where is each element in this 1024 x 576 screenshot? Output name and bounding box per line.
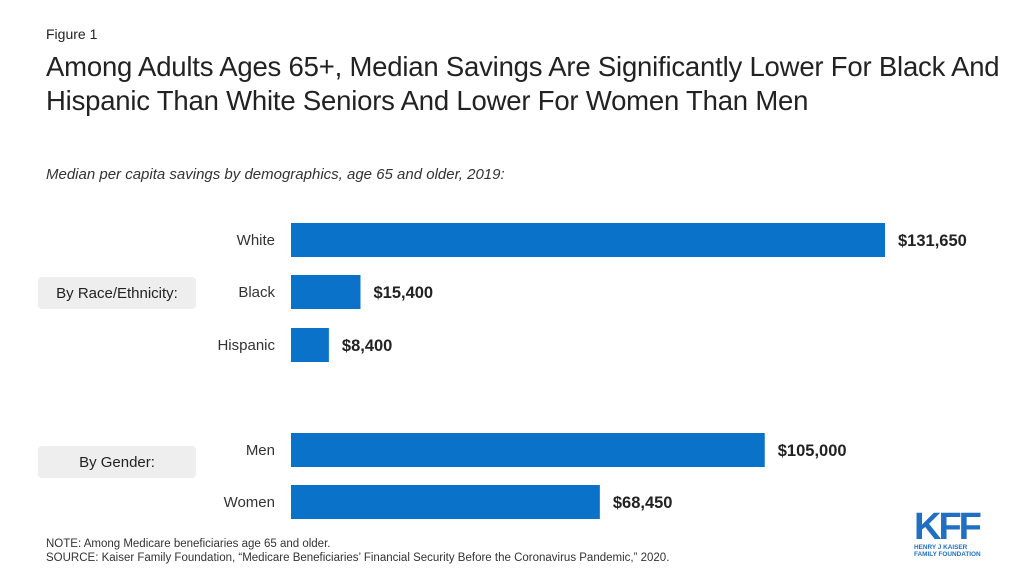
category-label-black: Black (238, 284, 275, 301)
note-text: NOTE: Among Medicare beneficiaries age 6… (46, 538, 331, 550)
category-label-men: Men (246, 442, 275, 459)
figure-label: Figure 1 (46, 26, 98, 42)
logo-line1: HENRY J KAISER (914, 544, 968, 551)
group-label-race: By Race/Ethnicity: (38, 277, 196, 309)
notes: NOTE: Among Medicare beneficiaries age 6… (46, 537, 669, 565)
value-label-women: $68,450 (613, 494, 673, 512)
category-label-hispanic: Hispanic (217, 337, 275, 354)
value-label-black: $15,400 (373, 284, 433, 302)
bar-women (291, 485, 600, 519)
bar-hispanic (291, 328, 329, 362)
chart-subtitle: Median per capita savings by demographic… (46, 166, 505, 183)
bar-chart: White $131,650 Black $15,400 Hispanic $8,400 M… (217, 223, 967, 519)
logo-line2: FAMILY FOUNDATION (914, 551, 981, 558)
bar-white (291, 223, 885, 257)
category-label-women: Women (224, 494, 275, 511)
value-label-hispanic: $8,400 (342, 337, 392, 355)
kff-logo: KFF HENRY J KAISER FAMILY FOUNDATION (914, 506, 990, 558)
logo-mark: KFF (914, 506, 982, 548)
bar-black (291, 275, 361, 309)
value-label-white: $131,650 (898, 232, 967, 250)
category-label-white: White (237, 232, 275, 249)
source-text: SOURCE: Kaiser Family Foundation, “Medic… (46, 552, 670, 564)
chart-title: Among Adults Ages 65+, Median Savings Ar… (46, 51, 1000, 116)
group-label-gender: By Gender: (38, 446, 196, 478)
bar-men (291, 433, 765, 467)
value-label-men: $105,000 (778, 442, 847, 460)
